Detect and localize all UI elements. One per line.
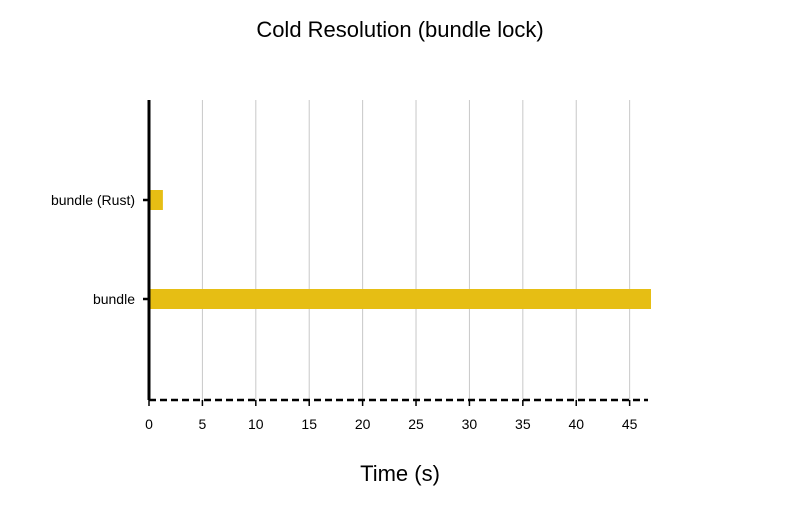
bar-1 xyxy=(149,289,651,309)
x-axis-label: Time (s) xyxy=(360,461,440,486)
chart-title: Cold Resolution (bundle lock) xyxy=(256,17,543,42)
gridlines xyxy=(201,100,631,400)
bar-0 xyxy=(149,190,163,210)
x-tick-label-20: 20 xyxy=(355,416,371,432)
category-label-0: bundle (Rust) xyxy=(51,192,135,208)
tick-labels: 0 5 10 15 20 25 30 35 40 45 xyxy=(145,416,638,432)
bars xyxy=(149,190,651,309)
category-label-1: bundle xyxy=(93,291,135,307)
x-tick-label-10: 10 xyxy=(248,416,264,432)
x-tick-label-5: 5 xyxy=(199,416,207,432)
x-tick-label-0: 0 xyxy=(145,416,153,432)
axes xyxy=(143,100,648,406)
x-tick-label-45: 45 xyxy=(622,416,638,432)
x-tick-label-30: 30 xyxy=(462,416,478,432)
x-tick-label-25: 25 xyxy=(408,416,424,432)
x-tick-label-35: 35 xyxy=(515,416,531,432)
x-tick-label-40: 40 xyxy=(568,416,584,432)
x-tick-label-15: 15 xyxy=(301,416,317,432)
category-labels: bundle (Rust) bundle xyxy=(51,192,135,307)
